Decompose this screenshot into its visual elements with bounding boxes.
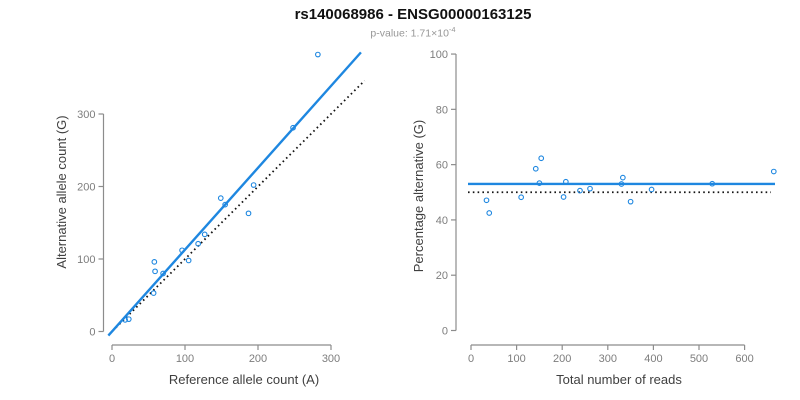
right-data-point (577, 187, 583, 194)
left-y-tick-label: 200 (77, 182, 95, 194)
left-x-tick-label: 300 (322, 353, 340, 365)
right-data-point (538, 155, 545, 162)
right-x-tick-label: 200 (553, 353, 571, 365)
right-x-tick-label: 300 (599, 353, 617, 365)
left-x-tick-label: 0 (109, 353, 115, 365)
figure-subtitle-pvalue: p-value: 1.71×10-4 (370, 25, 455, 40)
figure-title: rs140068986 - ENSG00000163125 (294, 6, 532, 23)
left-data-point (245, 210, 252, 217)
right-data-point (770, 168, 777, 175)
right-data-point (562, 178, 569, 185)
right-x-tick-label: 600 (735, 353, 753, 365)
pvalue-exponent: -4 (448, 25, 456, 34)
left-data-point (195, 240, 201, 247)
right-data-point (483, 197, 490, 204)
left-y-tick-label: 100 (77, 254, 95, 266)
right-y-tick-label: 40 (436, 215, 448, 227)
left-x-axis-title: Reference allele count (A) (169, 372, 319, 387)
right-data-point (618, 181, 625, 187)
right-data-point (619, 174, 626, 181)
left-y-tick-label: 0 (89, 327, 95, 339)
left-data-point (152, 268, 158, 275)
right-data-point (486, 210, 493, 216)
right-data-point (648, 186, 655, 193)
left-x-tick-label: 100 (176, 353, 194, 365)
left-data-point (222, 201, 228, 208)
right-y-tick-label: 80 (436, 104, 448, 116)
left-data-point (290, 124, 296, 131)
right-data-point (560, 194, 567, 200)
right-y-tick-label: 20 (436, 270, 448, 282)
left-data-point (250, 182, 257, 188)
pvalue-text: p-value: 1.71×10 (370, 27, 449, 40)
right-y-axis-title: Percentage alternative (G) (411, 120, 426, 272)
left-data-point (151, 259, 158, 265)
right-x-tick-label: 500 (690, 353, 708, 365)
right-y-tick-label: 0 (442, 326, 448, 338)
left-data-point (125, 316, 132, 323)
right-data-point (627, 198, 634, 205)
right-y-tick-label: 60 (436, 160, 448, 172)
left-y-axis-title: Alternative allele count (G) (54, 115, 69, 268)
right-x-tick-label: 400 (644, 353, 662, 365)
right-x-tick-label: 100 (507, 353, 525, 365)
right-data-point (536, 180, 543, 187)
right-x-tick-label: 0 (468, 353, 474, 365)
left-data-point (160, 270, 166, 277)
left-data-point (315, 51, 321, 58)
right-data-point (532, 165, 539, 172)
right-x-axis-title: Total number of reads (556, 372, 682, 387)
left-fit-line (107, 51, 362, 337)
left-data-point (201, 231, 208, 238)
right-y-tick-label: 100 (430, 49, 448, 61)
left-data-point (122, 317, 128, 323)
left-data-point (185, 257, 192, 264)
left-x-tick-label: 200 (249, 353, 267, 365)
left-data-point (179, 247, 185, 254)
right-data-point (709, 180, 716, 187)
right-data-point (587, 185, 593, 192)
right-data-point (518, 194, 525, 201)
left-data-point (217, 195, 224, 201)
left-y-tick-label: 300 (77, 109, 95, 121)
left-data-point (150, 290, 157, 296)
left-identity-dotted-line (108, 80, 366, 336)
